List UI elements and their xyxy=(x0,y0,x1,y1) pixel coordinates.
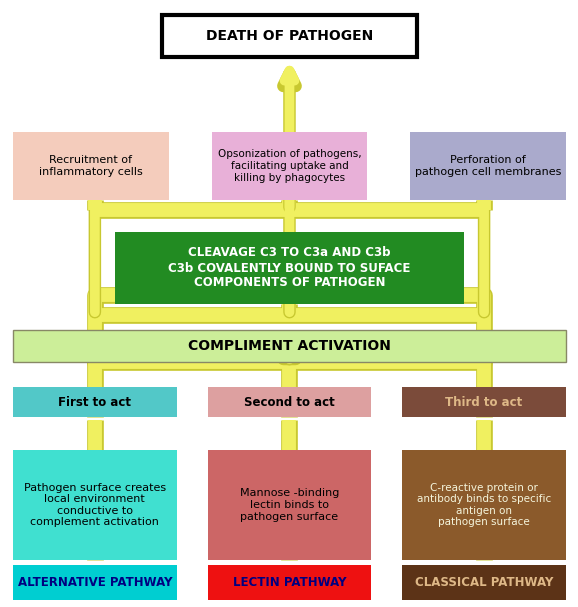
Text: C-reactive protein or
antibody binds to specific
antigen on
pathogen surface: C-reactive protein or antibody binds to … xyxy=(417,483,551,527)
Bar xyxy=(402,565,566,600)
Bar xyxy=(208,450,371,560)
Text: Mannose -binding
lectin binds to
pathogen surface: Mannose -binding lectin binds to pathoge… xyxy=(240,489,339,521)
Bar xyxy=(402,387,566,417)
Text: CLEAVAGE C3 TO C3a AND C3b
C3b COVALENTLY BOUND TO SUFACE
COMPONENTS OF PATHOGEN: CLEAVAGE C3 TO C3a AND C3b C3b COVALENTL… xyxy=(168,246,410,290)
Bar xyxy=(162,15,417,57)
Text: COMPLIMENT ACTIVATION: COMPLIMENT ACTIVATION xyxy=(188,339,391,353)
Bar xyxy=(410,132,566,200)
Bar xyxy=(402,450,566,560)
Text: LECTIN PATHWAY: LECTIN PATHWAY xyxy=(233,576,346,589)
Bar xyxy=(208,565,371,600)
Text: Second to act: Second to act xyxy=(244,396,335,409)
Bar xyxy=(212,132,368,200)
Text: CLASSICAL PATHWAY: CLASSICAL PATHWAY xyxy=(415,576,553,589)
Bar xyxy=(208,387,371,417)
Text: Opsonization of pathogens,
facilitating uptake and
killing by phagocytes: Opsonization of pathogens, facilitating … xyxy=(218,149,361,183)
Bar xyxy=(13,450,177,560)
Bar xyxy=(13,565,177,600)
Text: First to act: First to act xyxy=(58,396,131,409)
Bar xyxy=(13,330,566,362)
Text: ALTERNATIVE PATHWAY: ALTERNATIVE PATHWAY xyxy=(17,576,172,589)
Text: Third to act: Third to act xyxy=(446,396,523,409)
Bar xyxy=(13,387,177,417)
Text: Perforation of
pathogen cell membranes: Perforation of pathogen cell membranes xyxy=(415,155,561,177)
Text: Pathogen surface creates
local environment
conductive to
complement activation: Pathogen surface creates local environme… xyxy=(24,483,166,527)
Text: Recruitment of
inflammatory cells: Recruitment of inflammatory cells xyxy=(39,155,143,177)
Bar xyxy=(115,232,464,304)
Bar xyxy=(13,132,169,200)
Text: DEATH OF PATHOGEN: DEATH OF PATHOGEN xyxy=(206,29,373,43)
